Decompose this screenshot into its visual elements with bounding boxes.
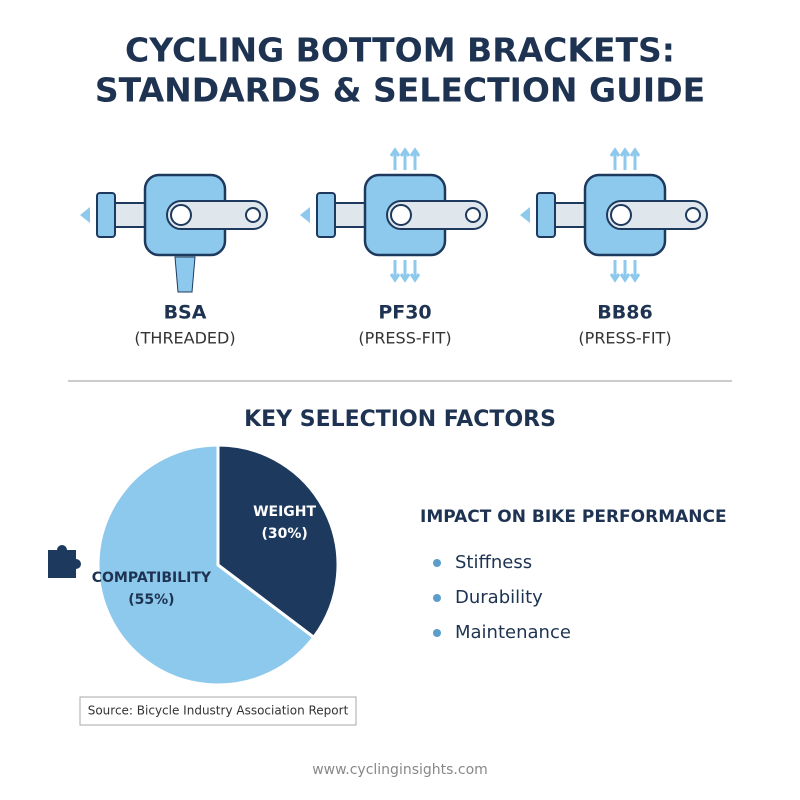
source: Source: Bicycle Industry Association Rep… bbox=[88, 704, 349, 718]
arrow-up bbox=[609, 147, 621, 170]
spindle bbox=[390, 204, 412, 226]
arrow bbox=[80, 207, 90, 223]
arrow-down bbox=[389, 260, 401, 283]
cup bbox=[316, 192, 336, 238]
cup bbox=[536, 192, 556, 238]
pedal-hole bbox=[245, 207, 261, 223]
arrow bbox=[300, 207, 310, 223]
arrow bbox=[520, 207, 530, 223]
impact-item: Stiffness bbox=[455, 552, 532, 573]
slice-value-label: (55%) bbox=[128, 592, 174, 608]
cup bbox=[96, 192, 116, 238]
bracket-icon bbox=[520, 147, 708, 283]
arrow-down bbox=[409, 260, 421, 283]
bracket-name: BB86 bbox=[597, 302, 652, 324]
bracket-type: (THREADED) bbox=[134, 329, 235, 348]
pedal-hole bbox=[465, 207, 481, 223]
section-title: KEY SELECTION FACTORS bbox=[244, 407, 556, 432]
title-line: STANDARDS & SELECTION GUIDE bbox=[95, 71, 705, 110]
crank-arm bbox=[606, 200, 708, 230]
impact-item: Durability bbox=[455, 587, 543, 608]
source-box bbox=[79, 696, 357, 726]
bullet bbox=[433, 559, 441, 567]
slice-label: COMPATIBILITY bbox=[92, 570, 212, 586]
title-line: CYCLING BOTTOM BRACKETS: bbox=[125, 31, 675, 70]
bullet bbox=[433, 629, 441, 637]
arrow-down bbox=[609, 260, 621, 283]
arrow-down bbox=[629, 260, 641, 283]
arrow-up bbox=[619, 147, 631, 170]
arrow-down bbox=[399, 260, 411, 283]
pie-slice bbox=[216, 443, 340, 640]
bracket-type: (PRESS-FIT) bbox=[358, 329, 451, 348]
arrow-up bbox=[629, 147, 641, 170]
arrow-up bbox=[399, 147, 411, 170]
crank-arm bbox=[386, 200, 488, 230]
slice-label: WEIGHT bbox=[253, 504, 316, 520]
puzzle-icon bbox=[48, 544, 81, 578]
bullet bbox=[433, 594, 441, 602]
arrow-up bbox=[389, 147, 401, 170]
arrow-down bbox=[619, 260, 631, 283]
impact-item: Maintenance bbox=[455, 622, 571, 643]
bracket-name: PF30 bbox=[378, 302, 431, 324]
bracket-type: (PRESS-FIT) bbox=[578, 329, 671, 348]
bracket-icon bbox=[300, 147, 488, 283]
thread bbox=[174, 256, 196, 293]
bracket-icon bbox=[80, 173, 268, 293]
pie-slice bbox=[96, 443, 316, 687]
pedal-hole bbox=[685, 207, 701, 223]
spindle bbox=[610, 204, 632, 226]
bracket-name: BSA bbox=[164, 302, 207, 324]
impact-title: IMPACT ON BIKE PERFORMANCE bbox=[420, 507, 727, 527]
spindle bbox=[170, 204, 192, 226]
crank-arm bbox=[166, 200, 268, 230]
slice-value-label: (30%) bbox=[261, 526, 307, 542]
arrow-up bbox=[409, 147, 421, 170]
footer-url: www.cyclinginsights.com bbox=[312, 762, 488, 778]
